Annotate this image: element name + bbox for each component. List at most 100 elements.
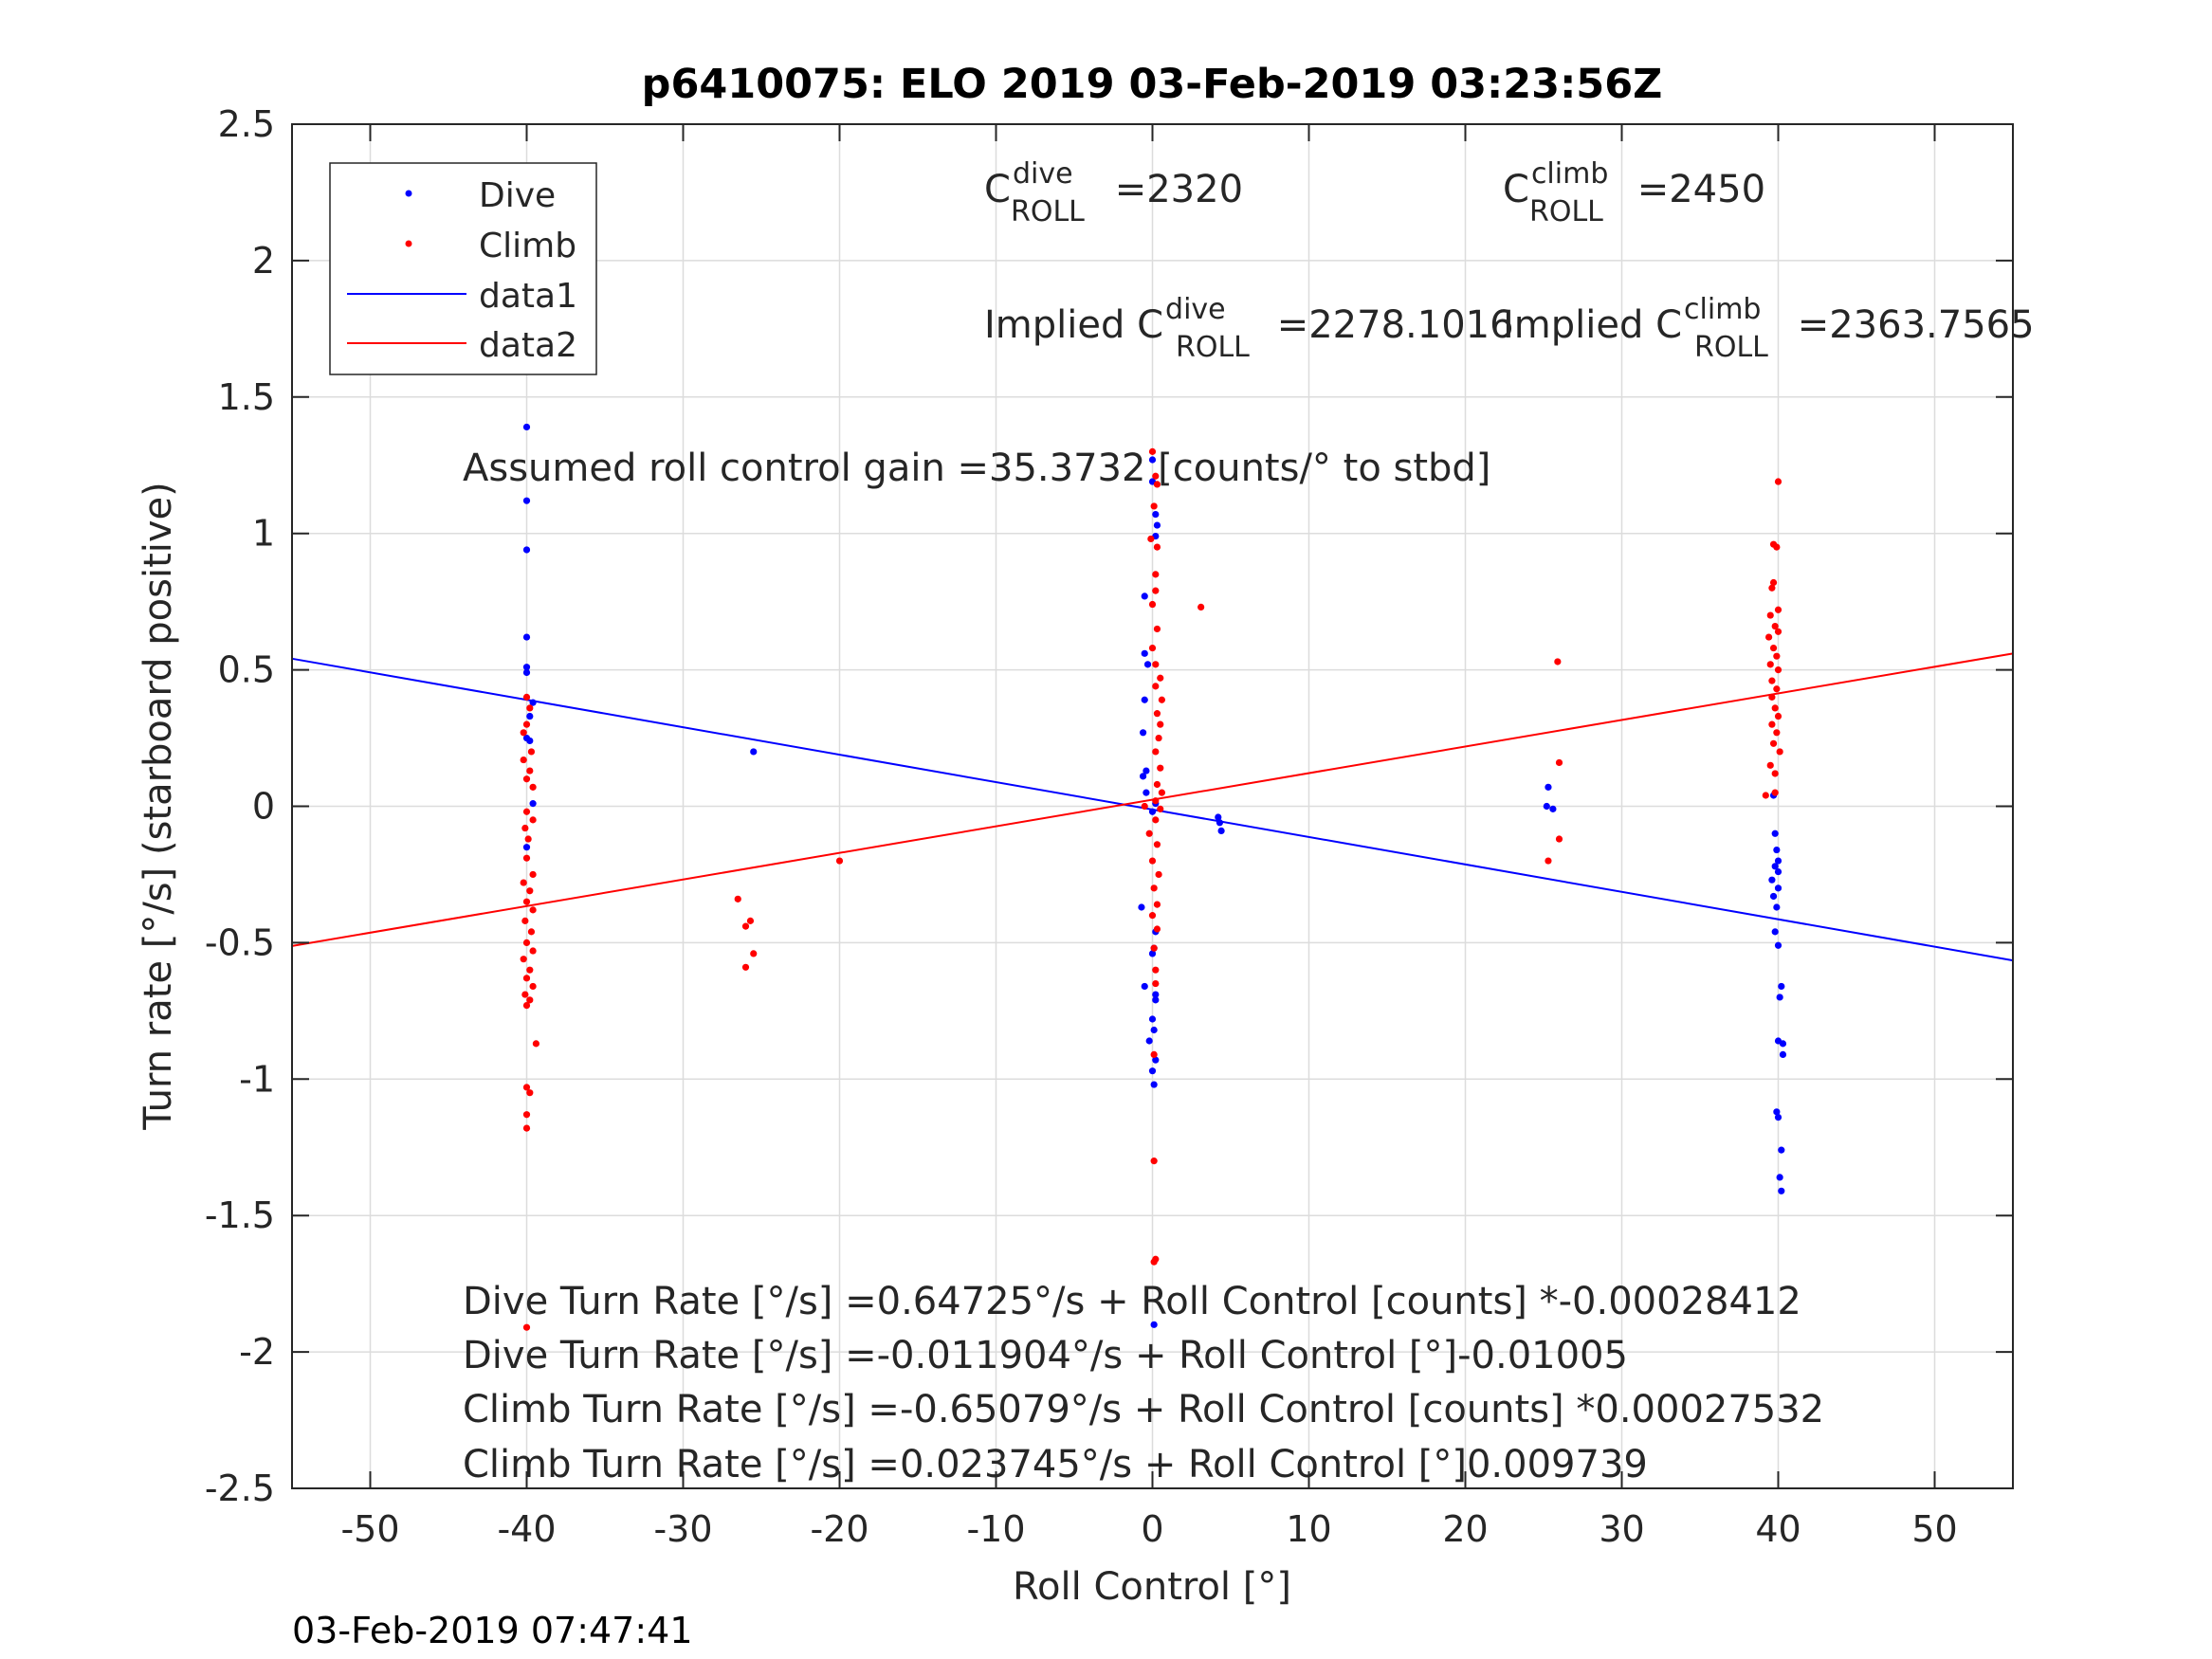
climb-point xyxy=(522,1001,531,1010)
implied-c-roll-dive-annotation: Implied Cdive ROLL =2278.1016 xyxy=(984,293,1514,364)
climb-point xyxy=(522,775,531,783)
y-tick-label: 0.5 xyxy=(218,649,275,691)
y-tick-labels: -2.5 -2 -1.5 -1 -0.5 0 0.5 1 1.5 2 2.5 xyxy=(205,103,275,1509)
climb-point xyxy=(1197,603,1205,611)
climb-point xyxy=(521,991,529,998)
climb-point xyxy=(1150,944,1158,952)
climb-point xyxy=(527,748,536,756)
climb-point xyxy=(526,966,534,974)
climb-point xyxy=(1150,1158,1158,1165)
climb-point xyxy=(1773,729,1781,737)
legend-box xyxy=(329,162,597,375)
c-roll-dive-annotation: Cdive ROLL =2320 xyxy=(984,157,1243,228)
equation-climb-degrees: Climb Turn Rate [°/s] =0.023745°/s + Rol… xyxy=(463,1443,1648,1486)
climb-point xyxy=(520,756,527,764)
climb-point xyxy=(1768,720,1776,728)
climb-point xyxy=(1768,693,1776,701)
climb-point xyxy=(527,928,536,936)
dive-point xyxy=(1148,808,1157,815)
climb-point xyxy=(1147,535,1155,543)
dive-point xyxy=(1143,661,1152,668)
climb-point xyxy=(1766,761,1774,769)
legend-label-climb: Climb xyxy=(479,227,576,265)
dive-point xyxy=(522,668,531,677)
x-tick-label: 10 xyxy=(1286,1508,1331,1550)
climb-point xyxy=(1773,652,1781,660)
dive-point xyxy=(522,497,531,504)
climb-point xyxy=(1774,628,1782,635)
climb-point xyxy=(1774,666,1782,674)
climb-point xyxy=(1145,830,1153,837)
climb-point xyxy=(1776,748,1783,756)
dive-point xyxy=(1148,456,1157,464)
climb-point xyxy=(1773,543,1781,551)
climb-point xyxy=(1152,571,1160,578)
dive-point xyxy=(1153,521,1161,529)
y-tick-label: 2 xyxy=(252,240,275,282)
y-tick-label: 1 xyxy=(252,513,275,555)
x-tick-label: -20 xyxy=(810,1508,868,1550)
climb-point xyxy=(1148,644,1157,652)
climb-point xyxy=(529,783,537,791)
y-tick-label: -2.5 xyxy=(205,1468,275,1509)
climb-point xyxy=(529,982,537,991)
climb-point xyxy=(1554,658,1562,665)
dive-point xyxy=(1778,1187,1785,1194)
dive-point xyxy=(1148,950,1157,957)
climb-point xyxy=(1148,600,1157,609)
dive-point xyxy=(1543,802,1550,811)
dive-point xyxy=(1148,1015,1157,1023)
x-tick-label: 30 xyxy=(1599,1508,1644,1550)
dive-point xyxy=(1215,813,1222,821)
dive-point xyxy=(1774,867,1782,876)
climb-point xyxy=(1555,835,1563,843)
climb-point xyxy=(529,947,537,955)
dive-point xyxy=(1774,941,1782,949)
climb-point xyxy=(1153,481,1161,488)
dive-point xyxy=(1141,696,1148,703)
climb-point xyxy=(524,835,532,843)
climb-point xyxy=(526,887,534,895)
legend-label-data2: data2 xyxy=(479,326,577,365)
climb-point xyxy=(1152,683,1160,690)
dive-point xyxy=(529,800,537,808)
climb-point xyxy=(522,720,531,728)
y-axis-label: Turn rate [°/s] (starboard positive) xyxy=(137,482,180,1131)
climb-point xyxy=(1157,720,1164,728)
climb-point xyxy=(520,879,527,886)
climb-point xyxy=(1768,677,1776,684)
climb-point xyxy=(1774,478,1782,485)
climb-point xyxy=(835,857,844,865)
dive-point xyxy=(1778,1146,1785,1154)
dive-point xyxy=(1768,876,1776,884)
climb-point xyxy=(1774,712,1782,720)
climb-point xyxy=(522,898,531,905)
climb-point xyxy=(520,729,527,737)
dive-point xyxy=(1150,1026,1158,1034)
climb-point xyxy=(521,824,529,832)
x-tick-label: 0 xyxy=(1141,1508,1163,1550)
dive-point xyxy=(522,423,531,431)
dive-point xyxy=(1778,982,1785,991)
climb-point xyxy=(1774,606,1782,613)
climb-point xyxy=(1773,685,1781,693)
dive-point xyxy=(1773,903,1781,911)
climb-point xyxy=(1545,857,1552,865)
climb-point xyxy=(526,704,534,712)
equation-dive-degrees: Dive Turn Rate [°/s] =-0.011904°/s + Rol… xyxy=(463,1334,1628,1377)
dive-point xyxy=(1779,1040,1787,1048)
climb-point xyxy=(1153,841,1161,848)
y-tick-label: -1 xyxy=(239,1058,275,1100)
legend-label-dive: Dive xyxy=(479,176,556,215)
dive-point xyxy=(526,737,534,745)
dive-point xyxy=(1141,649,1148,657)
dive-point xyxy=(1152,991,1160,998)
climb-point xyxy=(1771,622,1779,630)
climb-point xyxy=(1765,633,1773,641)
legend-marker-climb xyxy=(405,240,412,247)
climb-point xyxy=(741,922,750,930)
x-tick-labels: -50 -40 -30 -20 -10 0 10 20 30 40 50 xyxy=(340,1508,1957,1550)
climb-point xyxy=(529,906,537,914)
dive-point xyxy=(1771,863,1779,870)
climb-point xyxy=(1153,543,1161,551)
